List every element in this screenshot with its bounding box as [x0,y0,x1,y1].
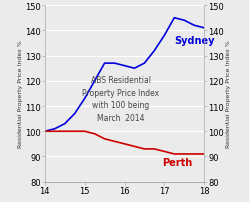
Text: ABS Residential
Property Price Index
with 100 being
March  2014: ABS Residential Property Price Index wit… [82,76,159,122]
Y-axis label: Residential Property Price Index %: Residential Property Price Index % [226,40,231,148]
Text: Perth: Perth [162,157,192,167]
Y-axis label: Residential Property Price Index %: Residential Property Price Index % [18,40,23,148]
Text: Sydney: Sydney [174,36,215,46]
